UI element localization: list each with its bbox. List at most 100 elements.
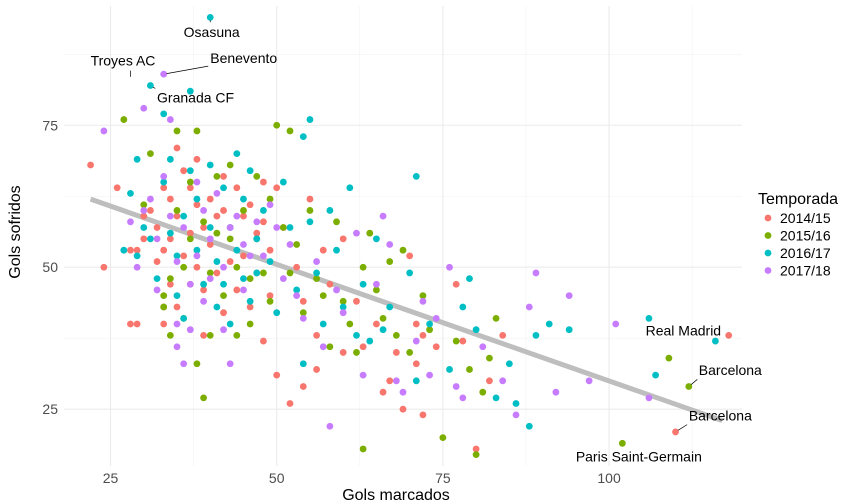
data-point xyxy=(260,207,267,214)
data-point xyxy=(133,320,141,328)
legend-key xyxy=(764,232,772,239)
annotation-label: Real Madrid xyxy=(646,322,721,338)
data-point xyxy=(652,371,659,379)
data-point xyxy=(200,297,207,305)
data-point xyxy=(426,326,433,334)
data-point xyxy=(233,184,241,192)
data-point xyxy=(87,161,94,169)
data-point xyxy=(505,360,513,368)
annotation-label: Granada CF xyxy=(157,90,234,106)
data-point xyxy=(273,184,281,192)
data-point xyxy=(399,246,407,254)
data-point xyxy=(286,269,294,277)
data-point xyxy=(333,218,340,226)
data-point xyxy=(299,309,307,317)
data-point xyxy=(166,212,174,220)
data-point xyxy=(353,297,360,305)
data-point xyxy=(153,224,161,231)
data-point xyxy=(286,400,294,407)
annotation-label: Benevento xyxy=(210,50,277,66)
data-point xyxy=(173,127,181,135)
trend-line xyxy=(89,196,723,423)
data-point xyxy=(200,394,207,402)
data-point xyxy=(319,320,327,328)
data-point xyxy=(253,218,261,226)
data-point xyxy=(552,388,560,396)
data-point xyxy=(226,224,234,231)
data-point xyxy=(339,297,347,305)
data-point xyxy=(452,337,460,345)
data-point xyxy=(160,178,168,186)
data-point xyxy=(273,224,281,231)
data-point xyxy=(353,349,360,356)
data-point xyxy=(419,411,427,419)
data-point xyxy=(226,235,234,243)
x-tick-label: 25 xyxy=(103,470,119,486)
data-point xyxy=(246,303,254,311)
data-point xyxy=(133,263,141,271)
data-point xyxy=(186,229,194,237)
data-point xyxy=(166,280,174,288)
data-point xyxy=(412,337,420,345)
data-point xyxy=(279,275,287,282)
data-point xyxy=(113,184,121,192)
data-point xyxy=(499,331,507,339)
data-point xyxy=(712,337,719,345)
data-point xyxy=(439,434,447,442)
annotation-label: Barcelona xyxy=(699,362,762,378)
data-point xyxy=(685,383,693,390)
data-point xyxy=(266,292,274,300)
data-point xyxy=(246,167,254,175)
data-point xyxy=(339,235,347,243)
data-point xyxy=(127,246,134,254)
data-point xyxy=(140,212,148,220)
data-point xyxy=(452,280,460,288)
data-point xyxy=(333,246,340,254)
data-point xyxy=(319,292,327,300)
data-point xyxy=(166,275,174,282)
data-point xyxy=(346,184,354,192)
data-point xyxy=(273,121,281,129)
data-point xyxy=(525,303,533,311)
data-point xyxy=(220,280,227,288)
data-point xyxy=(266,297,274,305)
data-point xyxy=(399,405,407,413)
legend-key xyxy=(764,249,772,257)
data-point xyxy=(379,326,387,334)
data-point xyxy=(313,258,320,265)
data-point xyxy=(618,439,626,447)
data-point xyxy=(240,241,247,248)
x-axis-ticks: 25 50 75 100 xyxy=(103,470,621,486)
data-point xyxy=(193,155,201,163)
data-point xyxy=(525,422,533,430)
data-point xyxy=(233,150,241,158)
data-point xyxy=(173,252,181,260)
regression-line xyxy=(89,196,723,423)
annotation-leader xyxy=(677,424,688,431)
data-point xyxy=(220,263,227,271)
y-tick-label: 75 xyxy=(42,117,58,133)
annotation-label: Osasuna xyxy=(184,24,240,40)
data-point xyxy=(193,252,201,260)
data-point xyxy=(260,337,267,345)
data-point xyxy=(186,235,194,243)
data-point xyxy=(173,212,181,220)
legend-title: Temporada xyxy=(758,191,838,208)
data-point xyxy=(432,343,440,351)
data-point xyxy=(206,235,214,243)
data-point xyxy=(186,178,194,186)
data-point xyxy=(160,70,168,78)
data-point xyxy=(160,184,168,192)
data-point xyxy=(446,263,453,271)
data-point xyxy=(260,269,267,277)
data-point xyxy=(120,246,128,254)
data-point xyxy=(133,155,141,163)
data-point xyxy=(213,258,221,265)
data-point xyxy=(160,110,168,118)
data-point xyxy=(166,116,174,123)
grid-lines xyxy=(64,6,742,466)
data-point xyxy=(220,292,227,300)
data-point xyxy=(173,144,181,152)
data-point xyxy=(459,303,467,311)
data-point xyxy=(133,246,141,254)
